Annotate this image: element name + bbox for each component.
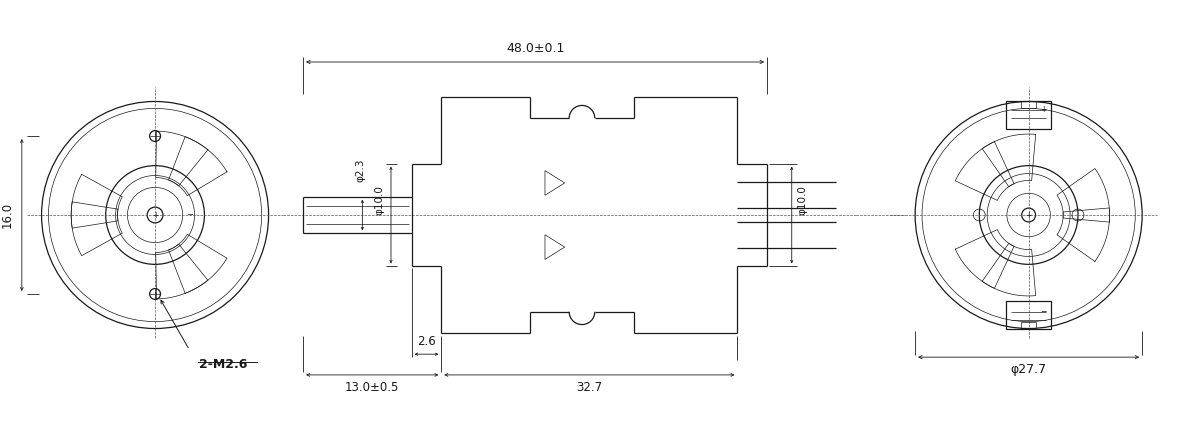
Text: 32.7: 32.7 [576,381,602,394]
Text: −: − [186,211,193,219]
Text: +: + [1026,211,1032,219]
Text: φ10.0: φ10.0 [798,185,808,215]
Text: φ2.3: φ2.3 [356,158,365,182]
Text: φ10.0: φ10.0 [375,185,384,215]
Bar [1007,101,1051,129]
Text: 48.0±0.1: 48.0±0.1 [506,42,564,55]
Text: +: + [152,211,159,219]
Text: 2.6: 2.6 [418,335,435,348]
Text: 2-M2.6: 2-M2.6 [199,358,248,371]
Text: 13.0±0.5: 13.0±0.5 [345,381,400,394]
Bar [1007,301,1051,329]
Text: 16.0: 16.0 [1,202,14,228]
Text: φ27.7: φ27.7 [1010,363,1046,376]
Text: +: + [1040,105,1046,114]
Text: −: − [1040,307,1046,316]
